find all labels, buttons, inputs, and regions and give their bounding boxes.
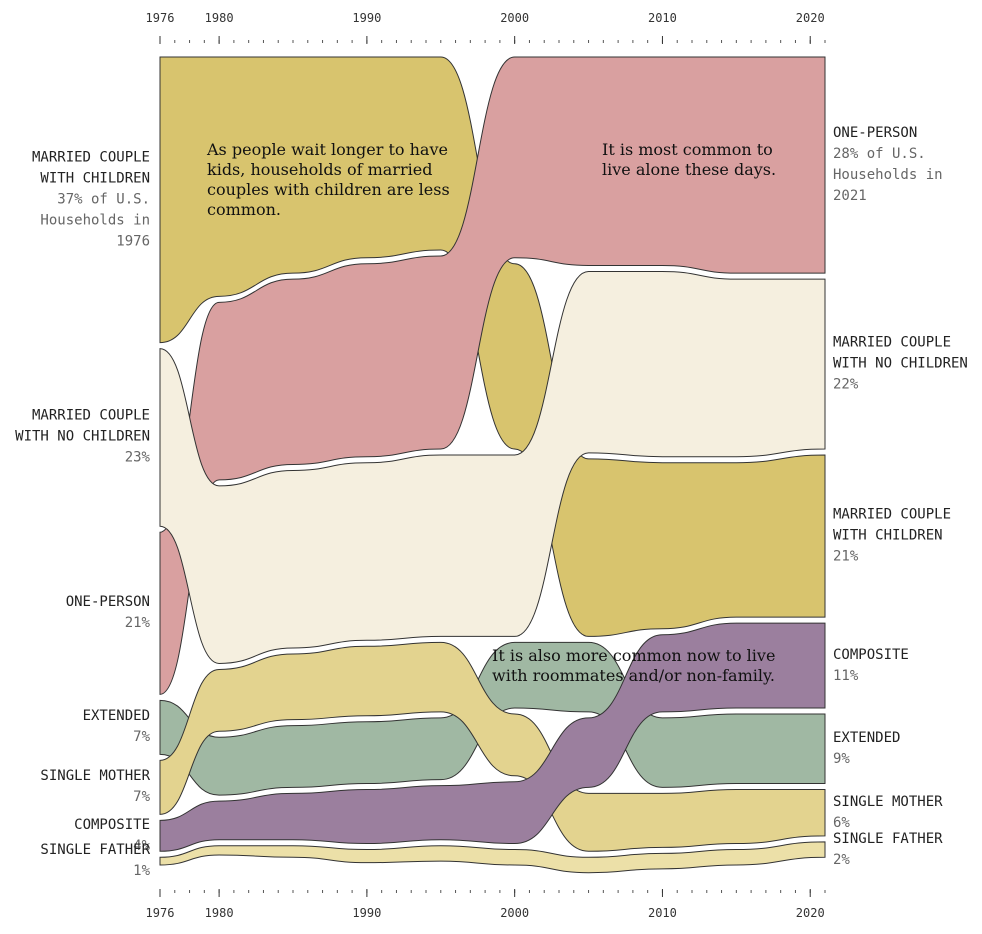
annotation: It is also more common now to live with … (492, 646, 776, 685)
x-tick-label: 2010 (648, 906, 677, 920)
value-label: 6% (833, 814, 850, 831)
left-label: MARRIED COUPLE WITH NO CHILDREN 23% (2, 406, 150, 469)
annotation: As people wait longer to have kids, hous… (207, 140, 450, 219)
x-tick-label: 1976 (146, 906, 175, 920)
legend-entry: SINGLE FATHER (40, 842, 150, 859)
value-label: 21% (833, 548, 859, 565)
right-label: SINGLE MOTHER 6% (833, 792, 981, 834)
legend-entry: COMPOSITE (74, 816, 150, 833)
x-tick-label: 1990 (352, 906, 381, 920)
legend-entry: ONE-PERSON (65, 594, 150, 611)
value-label: 7% (133, 789, 150, 806)
x-tick-label: 2020 (796, 11, 825, 25)
annotation: It is most common to live alone these da… (602, 140, 777, 179)
right-label: ONE-PERSON 28% of U.S. Households in 2021 (833, 123, 981, 207)
value-label: 1% (133, 863, 150, 880)
left-label: SINGLE MOTHER 7% (2, 766, 150, 808)
value-label: 21% (124, 615, 150, 632)
x-tick-label: 2000 (500, 11, 529, 25)
right-label: COMPOSITE 11% (833, 645, 981, 687)
x-tick-label: 2020 (796, 906, 825, 920)
right-label: SINGLE FATHER 2% (833, 829, 981, 871)
legend-entry: SINGLE MOTHER (40, 768, 150, 785)
left-label: EXTENDED 7% (2, 706, 150, 748)
value-label: 23% (124, 449, 150, 466)
value-label: 9% (833, 750, 850, 767)
x-tick-label: 1980 (205, 11, 234, 25)
legend-entry: MARRIED COUPLE WITH NO CHILDREN (833, 334, 968, 372)
value-label: 37% of U.S. Households in 1976 (40, 191, 150, 250)
band (159, 56, 826, 695)
right-label: EXTENDED 9% (833, 728, 981, 770)
legend-entry: MARRIED COUPLE WITH NO CHILDREN (15, 407, 150, 445)
band (159, 56, 826, 637)
value-label: 11% (833, 667, 859, 684)
legend-entry: EXTENDED (82, 708, 150, 725)
legend-entry: MARRIED COUPLE WITH CHILDREN (833, 506, 952, 544)
legend-entry: MARRIED COUPLE WITH CHILDREN (31, 149, 150, 187)
legend-entry: EXTENDED (833, 729, 901, 746)
value-label: 2% (833, 851, 850, 868)
left-label: COMPOSITE 4% (2, 815, 150, 857)
legend-entry: ONE-PERSON (833, 125, 918, 142)
band (159, 841, 826, 874)
value-label: 28% of U.S. Households in 2021 (833, 146, 943, 205)
band (159, 641, 826, 852)
band (159, 270, 826, 664)
x-tick-label: 1990 (352, 11, 381, 25)
x-tick-label: 1976 (146, 11, 175, 25)
value-label: 22% (833, 376, 859, 393)
left-label: MARRIED COUPLE WITH CHILDREN 37% of U.S. … (2, 147, 150, 252)
x-tick-label: 2010 (648, 11, 677, 25)
value-label: 4% (133, 837, 150, 854)
legend-entry: SINGLE FATHER (833, 830, 943, 847)
legend-entry: COMPOSITE (833, 646, 909, 663)
value-label: 7% (133, 729, 150, 746)
right-label: MARRIED COUPLE WITH NO CHILDREN 22% (833, 333, 981, 396)
legend-entry: SINGLE MOTHER (833, 793, 943, 810)
left-label: SINGLE FATHER 1% (2, 840, 150, 882)
left-label: ONE-PERSON 21% (2, 592, 150, 634)
x-tick-label: 2000 (500, 906, 529, 920)
band (159, 622, 826, 852)
x-tick-label: 1980 (205, 906, 234, 920)
right-label: MARRIED COUPLE WITH CHILDREN 21% (833, 505, 981, 568)
